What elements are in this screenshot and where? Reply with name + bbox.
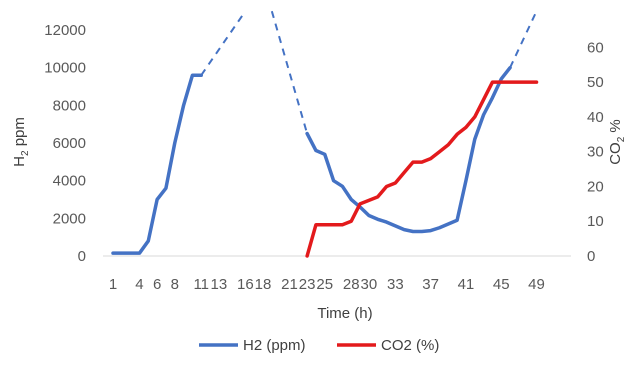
x-tick-label: 6: [153, 276, 161, 293]
y-axis-title-sub: 2: [20, 150, 31, 156]
x-tick-label: 37: [422, 276, 439, 293]
y2-axis-title-rest: %: [607, 119, 624, 137]
y2-tick-label: 30: [587, 144, 604, 161]
legend-h2-label: H2 (ppm): [243, 337, 306, 354]
x-axis-ticks: 1 4 6 8 11 13 16 18 21 23 25 28 30 33 37 41 45 49: [109, 276, 545, 293]
x-tick-label: 30: [361, 276, 378, 293]
y-tick-label: 12000: [44, 22, 86, 39]
x-tick-label: 23: [299, 276, 316, 293]
x-tick-label: 1: [109, 276, 117, 293]
x-tick-label: 49: [528, 276, 545, 293]
y2-tick-label: 0: [587, 248, 595, 265]
x-tick-label: 18: [255, 276, 272, 293]
y-tick-label: 4000: [53, 173, 86, 190]
x-tick-label: 33: [387, 276, 404, 293]
svg-text:H2 ppm: H2 ppm: [11, 117, 31, 167]
y2-tick-label: 40: [587, 109, 604, 126]
y-axis-title-h: H: [11, 156, 28, 167]
x-tick-label: 8: [171, 276, 179, 293]
x-axis-title: Time (h): [317, 305, 372, 322]
y-tick-label: 0: [78, 248, 86, 265]
h2-dashed-extrapolation-2: [509, 10, 538, 69]
right-axis-ticks: 0 10 20 30 40 50 60: [587, 39, 604, 265]
x-tick-label: 11: [193, 276, 209, 293]
svg-text:CO2 %: CO2 %: [607, 119, 627, 165]
y2-axis-title-co: CO: [607, 142, 624, 165]
y-axis-title: H2 ppm: [11, 117, 31, 167]
y-tick-label: 10000: [44, 60, 86, 77]
x-tick-label: 25: [316, 276, 333, 293]
y-tick-label: 2000: [53, 210, 86, 227]
series-layer: [111, 10, 539, 258]
x-tick-label: 13: [211, 276, 228, 293]
y-tick-label: 8000: [53, 97, 86, 114]
h2-series-line-0: [111, 73, 203, 255]
y2-tick-label: 20: [587, 178, 604, 195]
x-tick-label: 16: [237, 276, 254, 293]
y2-tick-label: 10: [587, 213, 604, 230]
co2-series-line: [305, 80, 539, 258]
x-tick-label: 41: [458, 276, 475, 293]
h2-dashed-extrapolation-0: [200, 10, 247, 76]
y2-axis-title: CO2 %: [607, 119, 627, 165]
legend-co2-label: CO2 (%): [381, 337, 439, 354]
y2-tick-label: 60: [587, 39, 604, 56]
x-tick-label: 28: [343, 276, 360, 293]
h2-series-line-1: [305, 65, 512, 234]
y-tick-label: 6000: [53, 135, 86, 152]
left-axis-ticks: 0 2000 4000 6000 8000 10000 12000: [44, 22, 86, 265]
h2-dashed-extrapolation-1: [270, 10, 309, 134]
x-tick-label: 21: [281, 276, 298, 293]
y-axis-title-rest: ppm: [11, 117, 28, 150]
x-tick-label: 45: [493, 276, 510, 293]
y2-tick-label: 50: [587, 74, 604, 91]
y2-axis-title-sub: 2: [616, 136, 627, 142]
x-tick-label: 4: [135, 276, 143, 293]
legend: H2 (ppm) CO2 (%): [199, 337, 439, 354]
